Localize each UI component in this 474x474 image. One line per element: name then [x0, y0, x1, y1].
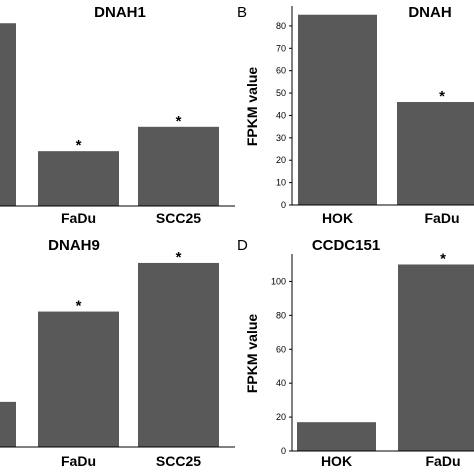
category-label: SCC25 [156, 453, 201, 469]
y-tick-label: 0 [281, 200, 286, 210]
y-tick-label: 100 [271, 276, 286, 286]
category-label: HOK [322, 210, 353, 226]
y-tick-label: 60 [276, 66, 286, 76]
bar-hok [0, 401, 16, 447]
bar-scc25 [138, 262, 219, 447]
y-tick-label: 20 [276, 155, 286, 165]
panel-letter: D [237, 237, 248, 254]
significance-marker: * [76, 137, 82, 154]
y-tick-label: 0 [281, 446, 286, 456]
y-tick-label: 40 [276, 110, 286, 120]
y-tick-label: 10 [276, 178, 286, 188]
bar-fadu [398, 264, 474, 451]
category-label: FaDu [426, 453, 461, 469]
y-tick-label: 30 [276, 133, 286, 143]
category-label: SCC25 [156, 210, 201, 226]
bar-hok [297, 422, 376, 451]
y-tick-label: 20 [276, 412, 286, 422]
bar-fadu [397, 102, 474, 205]
chart-title: CCDC151 [312, 237, 380, 254]
significance-marker: * [76, 298, 82, 315]
y-tick-label: 40 [276, 378, 286, 388]
y-tick-label: 70 [276, 43, 286, 53]
panel-dnah9: DNAH9 * * FaDu SCC25 [0, 237, 235, 469]
panel-d-ccdc151: D CCDC151 * HOK FaDu 0 20 40 60 80 100 FPKM value [237, 237, 474, 469]
chart-title: DNAH9 [48, 237, 100, 254]
bar-hok [298, 14, 377, 205]
y-tick-label: 60 [276, 344, 286, 354]
panel-letter: B [237, 4, 247, 21]
y-axis-label: FPKM value [244, 314, 260, 394]
significance-marker: * [440, 250, 446, 267]
chart-title: DNAH1 [94, 4, 146, 21]
y-axis-label: FPKM value [244, 67, 260, 147]
category-label: FaDu [61, 453, 96, 469]
category-label: FaDu [425, 210, 460, 226]
bar-scc25 [138, 126, 219, 206]
bar-fadu [38, 151, 119, 206]
panel-b-dnah: B DNAH * HOK FaDu 0 10 20 30 40 50 60 70 80 FPKM value [237, 4, 474, 226]
significance-marker: * [439, 88, 445, 105]
category-label: FaDu [61, 210, 96, 226]
panel-dnah1: DNAH1 * * FaDu SCC25 [0, 4, 235, 226]
significance-marker: * [176, 249, 182, 266]
chart-title: DNAH [408, 4, 451, 21]
y-tick-label: 50 [276, 88, 286, 98]
y-tick-label: 80 [276, 310, 286, 320]
significance-marker: * [176, 113, 182, 130]
y-tick-label: 80 [276, 21, 286, 31]
category-label: HOK [321, 453, 352, 469]
bar-hok [0, 23, 16, 206]
bar-fadu [38, 311, 119, 447]
